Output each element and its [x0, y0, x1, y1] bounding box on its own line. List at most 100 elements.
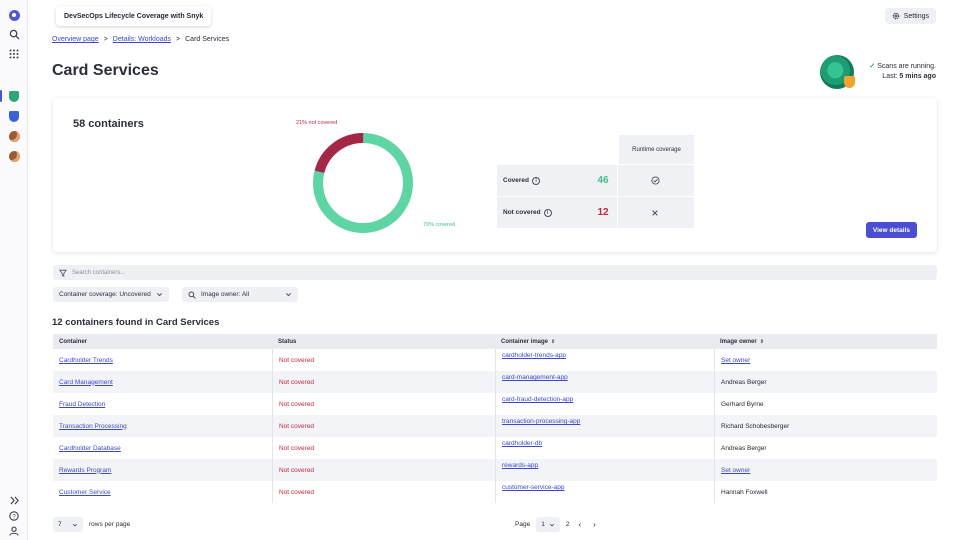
devsecops-app-icon[interactable] — [6, 88, 22, 104]
info-icon[interactable]: i — [543, 208, 552, 217]
search-placeholder: Search containers... — [72, 269, 126, 276]
scan-last-value: 5 mins ago — [899, 73, 936, 80]
container-link[interactable]: Transaction Processing — [59, 422, 127, 430]
scan-status: ✓ Scans are running. Last: 5 mins ago — [869, 62, 936, 82]
owner-name: Andreas Berger — [721, 378, 767, 386]
previous-page-icon[interactable]: ‹ — [578, 520, 582, 529]
next-page-icon[interactable]: › — [593, 520, 596, 529]
table-row: Transaction Processing Not covered trans… — [53, 415, 937, 437]
image-owner-filter[interactable]: Image owner: All — [182, 287, 298, 302]
not-covered-row: Not covered i 12 — [497, 197, 694, 228]
sort-icon[interactable]: ⇕ — [551, 338, 556, 345]
container-link[interactable]: Customer Service — [59, 488, 111, 496]
page-title: Card Services — [52, 62, 159, 79]
set-owner-link[interactable]: Set owner — [721, 356, 751, 364]
snyk-app-icon[interactable] — [6, 128, 22, 144]
container-coverage-filter[interactable]: Container coverage: Uncovered — [53, 287, 169, 302]
info-icon[interactable]: i — [532, 176, 541, 185]
column-header-container[interactable]: Container — [59, 338, 88, 345]
status-text: Not covered — [279, 422, 315, 430]
column-header-owner-label: Image owner — [720, 338, 757, 345]
donut-not-covered-segment — [313, 133, 413, 233]
donut-covered-label: 79% covered — [423, 222, 456, 228]
status-text: Not covered — [279, 378, 315, 386]
page-2-link[interactable]: 2 — [565, 521, 570, 528]
covered-label: Covered — [503, 177, 530, 184]
results-title: 12 containers found in Card Services — [52, 317, 220, 328]
column-header-status[interactable]: Status — [272, 334, 495, 349]
table-header: Container Status Container image ⇕ Image … — [53, 334, 937, 349]
chevron-down-icon — [286, 293, 291, 297]
rows-per-page-value: 7 — [58, 521, 62, 528]
view-details-button[interactable]: View details — [865, 222, 917, 238]
status-text: Not covered — [279, 488, 315, 496]
breadcrumb-separator: > — [176, 36, 181, 43]
rows-per-page-label: rows per page — [89, 521, 131, 528]
summary-card: 58 containers 21% not covered 79% covere… — [53, 98, 937, 252]
search-icon[interactable] — [6, 26, 22, 42]
chevron-down-icon — [156, 293, 162, 297]
image-owner-label: Image owner: All — [201, 291, 250, 298]
close-icon — [617, 197, 692, 228]
snyk-app-icon-2[interactable] — [6, 148, 22, 164]
scan-radar-icon — [820, 55, 855, 89]
image-link[interactable]: cardholder-db — [502, 440, 543, 447]
table-row: Fraud Detection Not covered card-fraud-d… — [53, 393, 937, 415]
container-link[interactable]: Card Management — [59, 378, 113, 386]
app-launcher-icon[interactable] — [6, 7, 22, 23]
search-containers-input[interactable]: Search containers... — [53, 265, 937, 280]
image-link[interactable]: customer-service-app — [502, 484, 565, 491]
filter-icon — [59, 269, 67, 277]
page-select[interactable]: 1 — [536, 517, 560, 532]
container-link[interactable]: Rewards Program — [59, 466, 112, 474]
image-link[interactable]: cardholder-trends-app — [502, 352, 566, 359]
breadcrumb-current: Card Services — [185, 36, 230, 43]
status-text: Not covered — [279, 400, 315, 408]
scan-status-text: Scans are running. — [877, 63, 936, 70]
owner-name: Gerhard Byrne — [721, 400, 764, 408]
image-link[interactable]: rewards-app — [502, 462, 539, 469]
rows-per-page-select[interactable]: 7 — [53, 517, 83, 532]
settings-label: Settings — [903, 12, 929, 20]
apps-grid-icon[interactable] — [6, 46, 22, 62]
settings-button[interactable]: Settings — [884, 8, 936, 24]
container-link[interactable]: Fraud Detection — [59, 400, 106, 408]
search-icon — [188, 291, 196, 299]
image-link[interactable]: card-fraud-detection-app — [502, 396, 574, 403]
not-covered-label: Not covered — [503, 209, 541, 216]
pagination: Page 1 2 ‹ › — [515, 517, 599, 532]
container-link[interactable]: Cardholder Database — [59, 444, 121, 452]
owner-name: Richard Schobesberger — [721, 422, 790, 430]
chevron-down-icon — [72, 523, 78, 526]
app-title: DevSecOps Lifecycle Coverage with Snyk — [56, 6, 212, 26]
set-owner-link[interactable]: Set owner — [721, 466, 751, 474]
help-icon[interactable]: ? — [6, 508, 22, 524]
page-label: Page — [515, 521, 531, 528]
active-indicator — [0, 90, 2, 102]
table-row: Cardholder Database Not covered cardhold… — [53, 437, 937, 459]
security-app-icon[interactable] — [6, 108, 22, 124]
containers-table: Container Status Container image ⇕ Image … — [53, 334, 937, 503]
status-text: Not covered — [279, 444, 315, 452]
column-header-status-label: Status — [278, 338, 297, 345]
table-row: Rewards Program Not covered rewards-app … — [53, 459, 937, 481]
check-circle-icon — [617, 165, 692, 196]
runtime-coverage-header: Runtime coverage — [619, 135, 694, 164]
column-header-image[interactable]: Container image ⇕ — [495, 334, 714, 349]
breadcrumb-workloads-link[interactable]: Details: Workloads — [112, 36, 172, 43]
breadcrumb-overview-link[interactable]: Overview page — [52, 36, 99, 43]
expand-rail-icon[interactable] — [6, 492, 22, 508]
image-link[interactable]: card-management-app — [502, 374, 568, 381]
owner-name: Andreas Berger — [721, 444, 767, 452]
column-header-owner[interactable]: Image owner ⇕ — [714, 334, 937, 349]
left-navigation-rail: ? — [0, 0, 28, 540]
user-icon[interactable] — [6, 523, 22, 539]
scan-last-prefix: Last: — [882, 73, 900, 80]
image-link[interactable]: transaction-processing-app — [502, 418, 581, 425]
sort-icon[interactable]: ⇕ — [759, 338, 764, 345]
breadcrumb-separator: > — [103, 36, 108, 43]
covered-row: Covered i 46 — [497, 165, 694, 196]
breadcrumb: Overview page > Details: Workloads > Car… — [52, 36, 229, 43]
covered-count: 46 — [597, 175, 609, 186]
container-link[interactable]: Cardholder Trends — [59, 356, 113, 364]
